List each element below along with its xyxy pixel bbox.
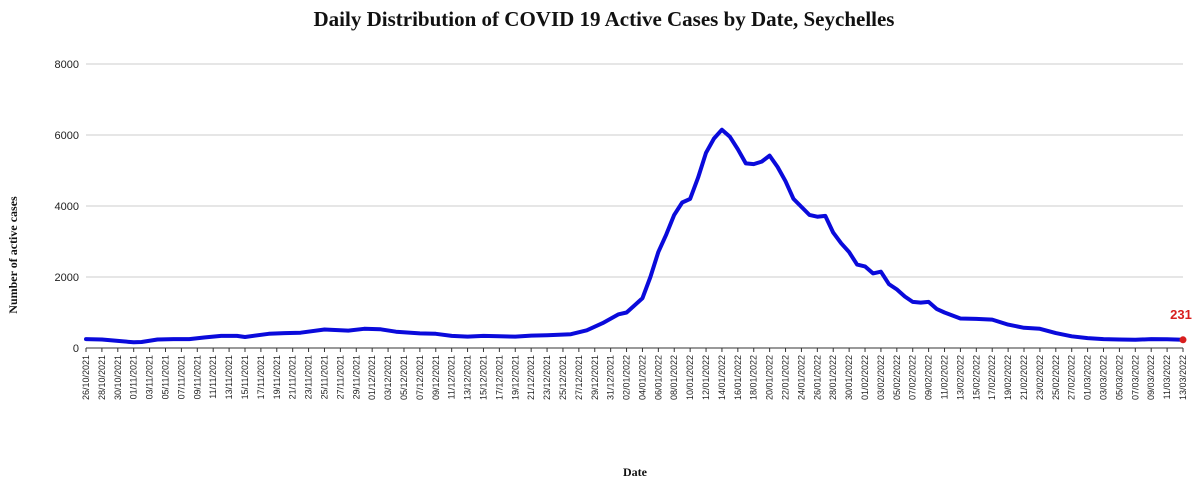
x-axis-title: Date [623, 465, 648, 479]
x-tick-label: 09/03/2022 [1146, 355, 1156, 400]
x-tick-label: 04/01/2022 [637, 355, 647, 400]
x-tick-label: 30/10/2021 [113, 355, 123, 400]
x-tick-label: 05/03/2022 [1114, 355, 1124, 400]
x-tick-label: 03/03/2022 [1099, 355, 1109, 400]
x-tick-label: 08/01/2022 [669, 355, 679, 400]
x-tick-label: 25/02/2022 [1051, 355, 1061, 400]
x-tick-label: 25/12/2021 [558, 355, 568, 400]
x-tick-label: 11/02/2022 [940, 355, 950, 399]
x-tick-label: 15/12/2021 [478, 355, 488, 400]
x-tick-label: 13/03/2022 [1178, 355, 1188, 400]
y-axis-title: Number of active cases [6, 196, 20, 314]
x-tick-label: 11/11/2021 [208, 355, 218, 399]
x-tick-label: 21/02/2022 [1019, 355, 1029, 400]
x-tick-label: 19/02/2022 [1003, 355, 1013, 400]
x-axis-ticks: 26/10/2021 28/10/2021 30/10/2021 01/11/2021… [81, 348, 1188, 400]
x-tick-label: 15/02/2022 [971, 355, 981, 400]
x-tick-label: 16/01/2022 [733, 355, 743, 400]
x-tick-label: 27/02/2022 [1067, 355, 1077, 400]
x-tick-label: 13/02/2022 [955, 355, 965, 400]
x-tick-label: 07/03/2022 [1130, 355, 1140, 400]
x-tick-label: 10/01/2022 [685, 355, 695, 400]
x-tick-label: 11/03/2022 [1162, 355, 1172, 399]
chart-title: Daily Distribution of COVID 19 Active Ca… [314, 7, 895, 31]
series-layer [86, 130, 1183, 343]
x-tick-label: 13/12/2021 [463, 355, 473, 400]
x-tick-label: 23/02/2022 [1035, 355, 1045, 400]
x-tick-label: 01/02/2022 [860, 355, 870, 400]
x-tick-label: 19/12/2021 [510, 355, 520, 400]
x-tick-label: 05/12/2021 [399, 355, 409, 400]
x-tick-label: 21/11/2021 [288, 355, 298, 399]
y-tick-label: 8000 [55, 59, 79, 71]
x-tick-label: 07/11/2021 [176, 355, 186, 399]
x-tick-label: 26/10/2021 [81, 355, 91, 400]
x-tick-label: 09/12/2021 [431, 355, 441, 400]
x-tick-label: 19/11/2021 [272, 355, 282, 399]
x-tick-label: 30/01/2022 [844, 355, 854, 400]
series-line [86, 130, 1183, 343]
y-tick-label: 6000 [55, 130, 79, 142]
x-tick-label: 20/01/2022 [765, 355, 775, 400]
x-tick-label: 25/11/2021 [319, 355, 329, 399]
x-tick-label: 23/12/2021 [542, 355, 552, 400]
x-tick-label: 24/01/2022 [796, 355, 806, 400]
x-tick-label: 13/11/2021 [224, 355, 234, 399]
x-tick-label: 18/01/2022 [749, 355, 759, 400]
x-tick-label: 26/01/2022 [812, 355, 822, 400]
x-tick-label: 22/01/2022 [781, 355, 791, 400]
x-tick-label: 21/12/2021 [526, 355, 536, 400]
y-axis-ticks: 0 2000 4000 6000 8000 [55, 59, 79, 355]
x-tick-label: 01/03/2022 [1083, 355, 1093, 400]
x-tick-label: 03/12/2021 [383, 355, 393, 400]
y-tick-label: 2000 [55, 272, 79, 284]
x-tick-label: 17/11/2021 [256, 355, 266, 399]
x-tick-label: 01/11/2021 [129, 355, 139, 399]
last-value-marker [1180, 336, 1187, 343]
x-tick-label: 27/11/2021 [335, 355, 345, 399]
last-value-label: 231 [1170, 307, 1192, 322]
x-tick-label: 29/12/2021 [590, 355, 600, 400]
x-tick-label: 17/12/2021 [494, 355, 504, 400]
x-tick-label: 31/12/2021 [606, 355, 616, 400]
x-tick-label: 03/02/2022 [876, 355, 886, 400]
x-tick-label: 09/11/2021 [192, 355, 202, 399]
x-tick-label: 12/01/2022 [701, 355, 711, 400]
x-tick-label: 01/12/2021 [367, 355, 377, 400]
x-tick-label: 23/11/2021 [304, 355, 314, 399]
x-tick-label: 05/11/2021 [160, 355, 170, 399]
x-tick-label: 11/12/2021 [447, 355, 457, 399]
x-tick-label: 17/02/2022 [987, 355, 997, 400]
x-tick-label: 29/11/2021 [351, 355, 361, 399]
x-tick-label: 14/01/2022 [717, 355, 727, 400]
x-tick-label: 05/02/2022 [892, 355, 902, 400]
y-tick-label: 0 [73, 343, 79, 355]
x-tick-label: 03/11/2021 [145, 355, 155, 399]
x-tick-label: 27/12/2021 [574, 355, 584, 400]
x-tick-label: 07/02/2022 [908, 355, 918, 400]
x-tick-label: 28/01/2022 [828, 355, 838, 400]
x-tick-label: 15/11/2021 [240, 355, 250, 399]
x-tick-label: 02/01/2022 [622, 355, 632, 400]
x-tick-label: 07/12/2021 [415, 355, 425, 400]
x-tick-label: 09/02/2022 [924, 355, 934, 400]
x-tick-label: 28/10/2021 [97, 355, 107, 400]
x-tick-label: 06/01/2022 [653, 355, 663, 400]
y-tick-label: 4000 [55, 201, 79, 213]
